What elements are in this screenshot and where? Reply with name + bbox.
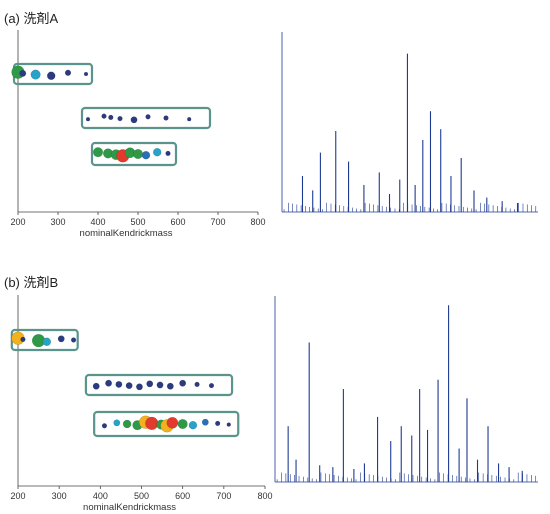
mass-spectrum-a [281, 32, 538, 213]
data-point [226, 422, 231, 427]
data-point [113, 419, 121, 427]
x-tick-label: 500 [130, 217, 145, 227]
x-tick-label: 200 [10, 491, 25, 501]
group-box [10, 328, 79, 352]
x-tick-label: 300 [50, 217, 65, 227]
data-point [83, 71, 89, 77]
data-point [125, 382, 133, 389]
group-box [93, 410, 240, 438]
x-tick-label: 600 [170, 217, 185, 227]
x-axis-title: nominalKendrickmass [80, 228, 173, 239]
mass-spectrum-b [274, 296, 538, 483]
data-point [215, 420, 221, 427]
data-point [19, 70, 27, 77]
x-axis-title: nominalKendrickmass [83, 502, 176, 513]
x-tick-label: 700 [216, 491, 231, 501]
data-point [64, 69, 72, 76]
data-point [156, 381, 164, 389]
data-point [163, 115, 169, 121]
data-point [152, 147, 162, 157]
data-point [201, 418, 209, 426]
data-point [101, 423, 108, 429]
data-point [47, 71, 56, 81]
data-point [117, 115, 123, 122]
x-tick-label: 400 [90, 217, 105, 227]
data-point [145, 114, 151, 120]
data-point [141, 150, 151, 160]
x-tick-label: 200 [10, 217, 25, 227]
data-point [122, 419, 132, 429]
data-point [208, 383, 215, 389]
data-point [166, 382, 174, 390]
data-point [194, 381, 200, 388]
data-point [136, 383, 143, 391]
data-point [130, 116, 138, 124]
x-tick-label: 700 [210, 217, 225, 227]
group-box [80, 106, 212, 130]
data-point [187, 117, 192, 122]
x-tick-label: 800 [250, 217, 265, 227]
x-tick-label: 400 [93, 491, 108, 501]
panel-b-label: (b) 洗剤B [4, 275, 59, 290]
x-tick-label: 500 [134, 491, 149, 501]
data-point [105, 379, 112, 387]
data-point [177, 419, 188, 430]
data-point [20, 336, 26, 343]
data-point [101, 113, 107, 119]
x-tick-label: 800 [257, 491, 272, 501]
scatter-plot-b: 200 300 400 500 600 700 800 nominalKendrickmass [10, 295, 273, 513]
data-point [146, 380, 154, 388]
data-point [108, 114, 114, 121]
data-point [85, 117, 91, 122]
data-point [70, 337, 77, 343]
panel-a-label: (a) 洗剤A [4, 11, 59, 26]
data-point [57, 335, 65, 343]
data-point [145, 416, 159, 431]
scatter-plot-a: 200 300 400 500 600 700 800 nominalKendrickmass [10, 30, 266, 239]
data-point [179, 379, 187, 387]
data-point [115, 380, 123, 388]
group-box [90, 141, 178, 167]
data-point [30, 69, 41, 80]
data-point [188, 421, 198, 430]
data-point [165, 150, 171, 157]
group-box [84, 373, 234, 397]
x-tick-label: 300 [52, 491, 67, 501]
data-point [92, 382, 100, 390]
data-point [42, 337, 52, 346]
data-point [166, 416, 179, 429]
x-tick-label: 600 [175, 491, 190, 501]
data-point [132, 148, 143, 159]
data-point [92, 147, 103, 158]
